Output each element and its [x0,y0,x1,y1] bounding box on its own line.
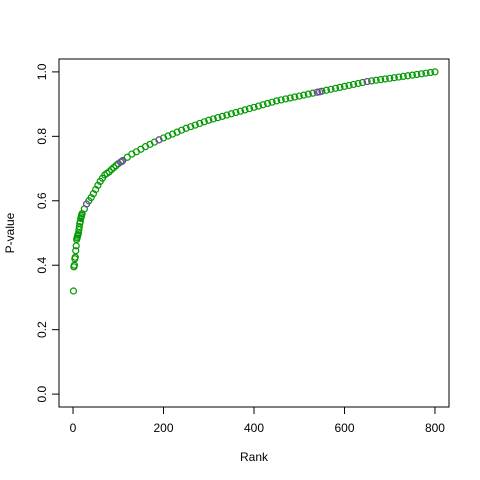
point [316,88,324,96]
point [87,193,95,202]
point [277,96,285,104]
point [94,181,102,189]
point [345,81,353,90]
point [69,287,78,295]
point [395,73,403,81]
point [354,79,362,88]
point [75,222,83,231]
point [250,103,258,111]
point [82,200,91,208]
point [363,77,371,86]
y-tick-label: 0.0 [35,385,49,402]
y-tick-label: 0.6 [35,192,49,209]
point [259,101,267,109]
point [381,75,389,83]
point [254,102,263,110]
x-axis-label: Rank [240,450,269,464]
point [168,130,177,138]
point [209,115,217,123]
point [273,97,281,105]
point [413,70,421,79]
y-axis-label: P-value [3,212,17,253]
point [331,84,340,92]
point [399,72,407,81]
point [368,77,376,85]
point [377,76,385,84]
point [417,70,426,78]
point [72,247,80,255]
point [118,157,126,166]
x-tick-label: 200 [153,421,173,435]
point [282,95,290,103]
point [327,85,335,93]
point [159,134,168,142]
point [187,123,195,131]
point [422,69,430,77]
point [191,121,199,129]
point [304,90,312,98]
point [223,111,231,119]
point [245,105,254,113]
plot-box [58,58,450,408]
point [300,91,308,99]
point [214,114,222,122]
x-tick-label: 400 [244,421,264,435]
point [164,132,172,140]
point [386,74,394,82]
point [205,116,213,124]
point [200,118,208,126]
x-tick-label: 0 [70,421,77,435]
y-tick-label: 0.8 [35,128,49,145]
point [340,82,349,90]
x-tick-label: 600 [334,421,354,435]
point [431,68,439,76]
point [426,68,435,77]
point [336,83,344,91]
point [349,80,358,89]
point [268,98,276,106]
point [232,108,240,117]
y-tick-label: 1.0 [35,63,49,80]
point [173,128,181,136]
point [390,74,398,82]
point [105,168,113,176]
y-tick-label: 0.2 [35,321,49,338]
point [76,218,84,226]
point [404,72,412,80]
point [182,124,190,132]
y-tick-label: 0.4 [35,257,49,274]
point [227,110,235,118]
point [291,93,299,101]
point [263,99,272,108]
point [241,106,249,114]
point [372,76,380,84]
x-tick-label: 800 [425,421,445,435]
point [286,94,294,102]
point [309,89,317,97]
point [178,126,186,134]
point [358,78,367,87]
point [408,71,416,79]
point [196,119,204,128]
point [295,92,303,100]
point [155,136,163,144]
point [236,107,245,115]
point [218,112,226,120]
point [322,86,330,94]
